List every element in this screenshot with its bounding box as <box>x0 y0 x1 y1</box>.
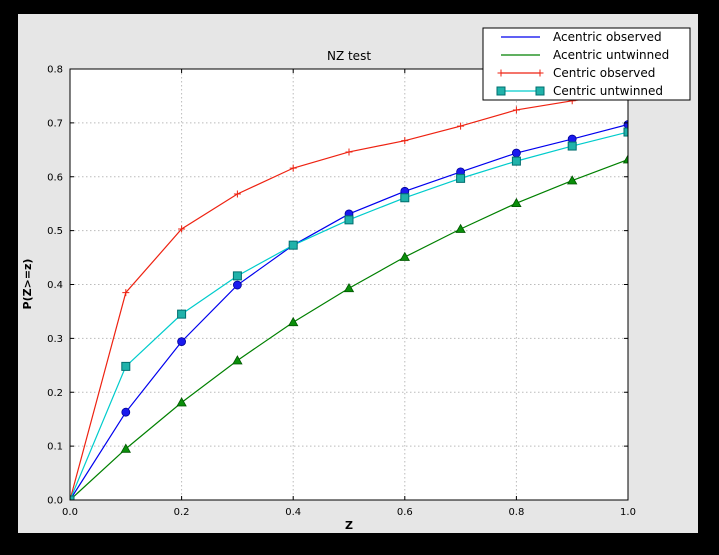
y-tick-label: 0.6 <box>47 172 63 183</box>
marker-plus <box>233 190 241 198</box>
y-axis-label: P(Z>=z) <box>21 259 34 310</box>
marker-plus <box>512 106 520 114</box>
legend-box <box>482 27 691 101</box>
series-acentric-observed <box>69 120 629 501</box>
y-tick-label: 0.5 <box>47 226 63 237</box>
marker-circle <box>232 280 242 290</box>
legend-label: Centric observed <box>553 66 655 80</box>
marker-plus <box>122 289 130 297</box>
marker-triangle <box>288 316 299 327</box>
marker-square <box>400 193 410 203</box>
x-tick-label: 0.6 <box>397 507 413 518</box>
marker-plus <box>345 148 353 156</box>
legend-item-acentric-untwinned: Acentric untwinned <box>501 48 669 62</box>
legend: Acentric observed Acentric untwinned Centr… <box>482 27 691 101</box>
marker-square <box>496 86 506 96</box>
axis-ticks <box>69 68 629 501</box>
marker-circle <box>121 407 131 417</box>
tick-labels: 0.0 0.2 0.4 0.6 0.8 1.0 0.0 0.1 0.2 0.3 0.4 0.5 0.6 0… <box>47 65 636 519</box>
marker-square <box>535 86 545 96</box>
chart-title: NZ test <box>327 49 371 63</box>
y-tick-label: 0.4 <box>47 280 63 291</box>
marker-plus <box>178 225 186 233</box>
legend-item-centric-observed: Centric observed <box>497 66 655 80</box>
marker-square <box>121 361 131 371</box>
x-axis-label: Z <box>345 519 353 532</box>
marker-triangle <box>399 251 410 261</box>
marker-plus <box>401 137 409 145</box>
marker-square <box>232 271 242 281</box>
marker-plus <box>289 164 297 172</box>
y-tick-label: 0.0 <box>47 496 63 507</box>
y-tick-label: 0.8 <box>47 65 63 76</box>
marker-square <box>344 215 354 225</box>
marker-square <box>177 309 187 319</box>
marker-triangle <box>455 223 466 233</box>
data-series <box>69 89 629 501</box>
x-tick-label: 0.2 <box>174 507 190 518</box>
marker-plus <box>457 122 465 130</box>
gridlines <box>70 69 628 500</box>
legend-label: Acentric untwinned <box>553 48 669 62</box>
y-tick-label: 0.2 <box>47 388 63 399</box>
marker-square <box>511 156 521 166</box>
legend-item-centric-untwinned: Centric untwinned <box>496 84 663 98</box>
marker-triangle <box>511 197 522 208</box>
marker-square <box>567 141 577 151</box>
legend-item-acentric-observed: Acentric observed <box>501 30 662 44</box>
marker-triangle <box>176 397 187 407</box>
marker-square <box>456 173 466 183</box>
x-tick-label: 0.4 <box>285 507 301 518</box>
x-tick-label: 0.8 <box>508 507 524 518</box>
legend-label: Acentric observed <box>553 30 662 44</box>
marker-triangle <box>120 443 131 453</box>
y-tick-label: 0.1 <box>47 442 63 453</box>
y-tick-label: 0.7 <box>47 118 63 129</box>
marker-triangle <box>343 282 355 293</box>
y-tick-label: 0.3 <box>47 334 63 345</box>
marker-circle <box>177 337 187 347</box>
marker-triangle <box>567 175 578 185</box>
x-tick-label: 0.0 <box>62 507 78 518</box>
marker-plus <box>497 69 505 77</box>
marker-circle <box>512 148 521 158</box>
series-centric-untwinned <box>69 127 629 501</box>
x-tick-label: 1.0 <box>620 507 636 518</box>
legend-label: Centric untwinned <box>553 84 663 98</box>
marker-triangle <box>232 355 243 365</box>
series-acentric-untwinned <box>69 154 629 501</box>
marker-plus <box>536 69 544 77</box>
marker-square <box>288 240 298 250</box>
